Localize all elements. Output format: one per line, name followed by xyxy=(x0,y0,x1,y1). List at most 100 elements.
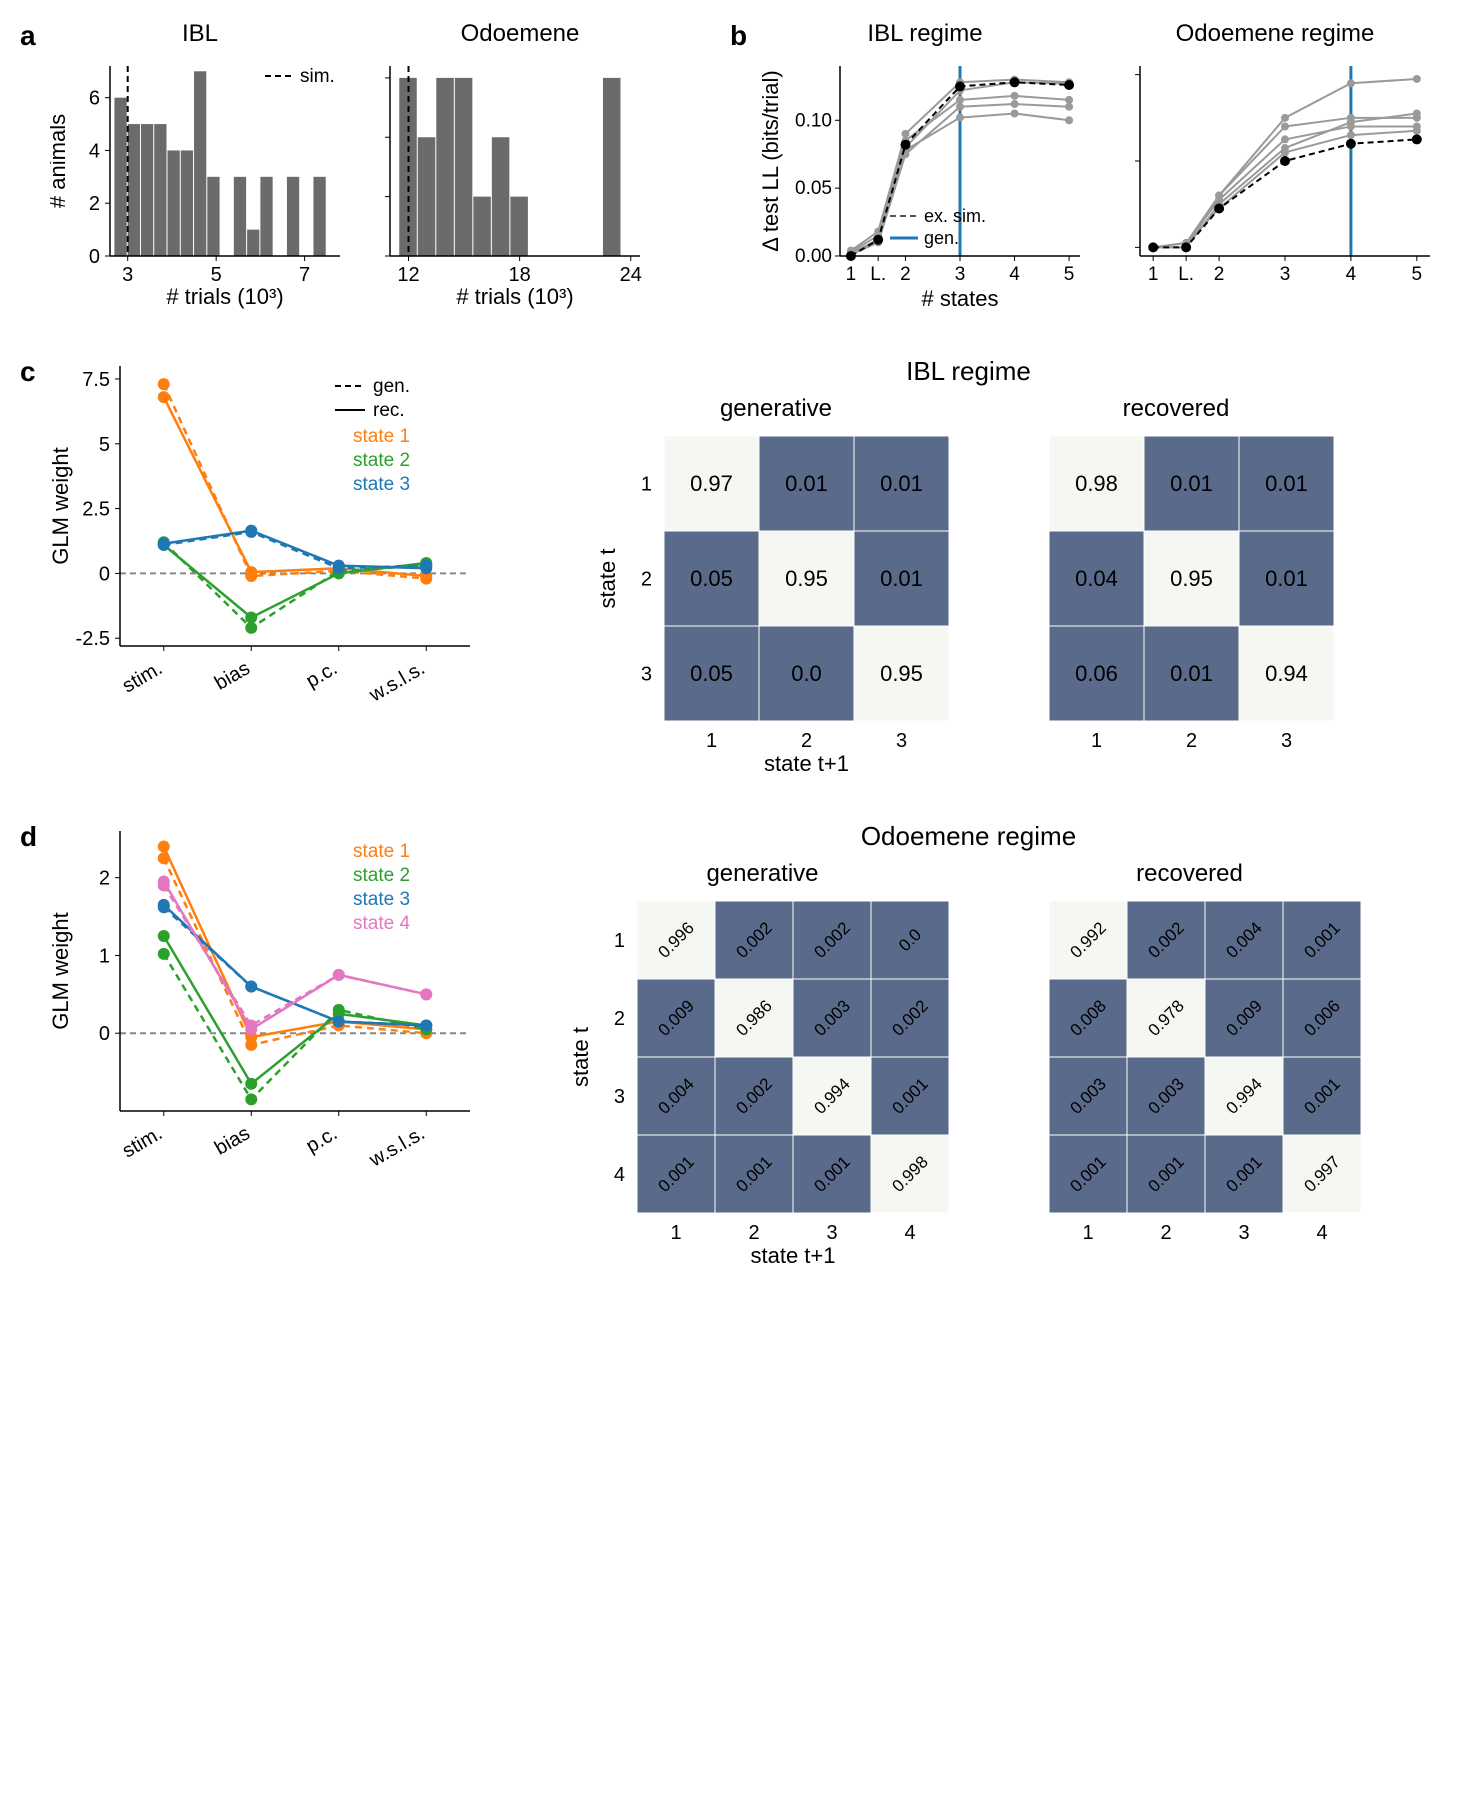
hm-rec-title: recovered xyxy=(1014,395,1339,423)
panel-label-d: d xyxy=(20,821,37,852)
svg-text:stim.: stim. xyxy=(119,1122,167,1162)
svg-text:4: 4 xyxy=(89,140,100,162)
svg-text:-2.5: -2.5 xyxy=(76,628,110,650)
svg-text:2: 2 xyxy=(800,730,811,752)
row-ab: a IBL 3570246# animals# trials (10³)sim.… xyxy=(20,20,1457,316)
svg-text:# animals: # animals xyxy=(50,114,70,208)
svg-text:0.01: 0.01 xyxy=(1170,471,1213,496)
svg-text:0.97: 0.97 xyxy=(690,471,733,496)
panel-b-ibl: IBL regime 1L.23450.000.050.10Δ test LL … xyxy=(760,20,1090,316)
svg-text:gen.: gen. xyxy=(924,228,959,248)
svg-text:0.94: 0.94 xyxy=(1265,661,1308,686)
svg-text:state t: state t xyxy=(599,549,620,609)
svg-text:0.06: 0.06 xyxy=(1075,661,1118,686)
svg-text:w.s.l.s.: w.s.l.s. xyxy=(365,657,429,707)
panel-label-c: c xyxy=(20,356,36,387)
svg-text:GLM weight: GLM weight xyxy=(50,447,73,564)
svg-text:2: 2 xyxy=(613,1008,624,1030)
svg-text:2: 2 xyxy=(89,193,100,215)
panel-b-odo: Odoemene regime 1 L. 2 3 4 5 xyxy=(1110,20,1440,316)
svg-text:3: 3 xyxy=(613,1086,624,1108)
panel-label-b: b xyxy=(730,20,747,51)
svg-text:rec.: rec. xyxy=(373,400,405,421)
svg-text:0: 0 xyxy=(89,246,100,268)
svg-text:1: 1 xyxy=(670,1222,681,1244)
svg-text:w.s.l.s.: w.s.l.s. xyxy=(365,1122,429,1172)
svg-text:p.c.: p.c. xyxy=(302,1122,341,1157)
svg-text:sim.: sim. xyxy=(300,66,335,87)
svg-text:2: 2 xyxy=(900,264,911,285)
title-odo-a: Odoemene xyxy=(370,20,670,48)
svg-text:state 3: state 3 xyxy=(353,889,410,910)
svg-text:state 4: state 4 xyxy=(353,913,410,934)
svg-text:0.95: 0.95 xyxy=(785,566,828,591)
svg-text:0.10: 0.10 xyxy=(795,110,832,131)
svg-text:2.5: 2.5 xyxy=(82,499,110,521)
svg-text:bias: bias xyxy=(211,1122,254,1159)
svg-text:3: 3 xyxy=(1280,264,1291,285)
svg-text:gen.: gen. xyxy=(373,376,410,397)
svg-text:2: 2 xyxy=(1185,730,1196,752)
svg-text:3: 3 xyxy=(640,664,651,686)
svg-text:state 1: state 1 xyxy=(353,426,410,447)
hm-gen-title: generative xyxy=(599,395,954,423)
svg-text:2: 2 xyxy=(748,1222,759,1244)
svg-text:state 1: state 1 xyxy=(353,841,410,862)
svg-text:1: 1 xyxy=(1082,1222,1093,1244)
svg-text:state 3: state 3 xyxy=(353,474,410,495)
svg-text:0.98: 0.98 xyxy=(1075,471,1118,496)
svg-text:3: 3 xyxy=(895,730,906,752)
title-ibl-b: IBL regime xyxy=(760,20,1090,48)
svg-text:2: 2 xyxy=(640,569,651,591)
svg-text:3: 3 xyxy=(955,264,966,285)
svg-text:5: 5 xyxy=(1064,264,1075,285)
svg-text:5: 5 xyxy=(1412,264,1423,285)
svg-text:18: 18 xyxy=(509,264,531,286)
svg-text:0.95: 0.95 xyxy=(1170,566,1213,591)
svg-text:4: 4 xyxy=(1346,264,1357,285)
svg-text:0.01: 0.01 xyxy=(880,471,923,496)
svg-text:state t+1: state t+1 xyxy=(763,751,848,776)
svg-text:1: 1 xyxy=(640,474,651,496)
svg-text:2: 2 xyxy=(1214,264,1225,285)
svg-text:1: 1 xyxy=(1148,264,1159,285)
svg-text:24: 24 xyxy=(620,264,642,286)
svg-text:7.5: 7.5 xyxy=(82,369,110,391)
svg-text:4: 4 xyxy=(1316,1222,1327,1244)
svg-text:state 2: state 2 xyxy=(353,865,410,886)
panel-d-hm-gen: generative 0.9960.0020.0020.00.0090.9860… xyxy=(572,860,954,1273)
svg-text:# trials (10³): # trials (10³) xyxy=(166,284,283,309)
hm-rec-title-d: recovered xyxy=(1014,860,1366,888)
svg-text:1: 1 xyxy=(705,730,716,752)
svg-text:0.01: 0.01 xyxy=(880,566,923,591)
svg-text:0: 0 xyxy=(99,563,110,585)
svg-text:3: 3 xyxy=(1238,1222,1249,1244)
svg-text:GLM weight: GLM weight xyxy=(50,912,73,1029)
svg-text:1: 1 xyxy=(1090,730,1101,752)
panel-c-weights: -2.502.557.5stim.biasp.c.w.s.l.s.GLM wei… xyxy=(50,356,480,781)
svg-text:Δ test LL (bits/trial): Δ test LL (bits/trial) xyxy=(760,70,783,251)
panel-a-odo: Odoemene 121824# trials (10³) xyxy=(370,20,670,316)
svg-text:1: 1 xyxy=(846,264,857,285)
svg-text:p.c.: p.c. xyxy=(302,657,341,692)
svg-text:7: 7 xyxy=(299,264,310,286)
svg-text:0.04: 0.04 xyxy=(1075,566,1118,591)
svg-text:L.: L. xyxy=(1178,264,1194,285)
svg-text:6: 6 xyxy=(89,88,100,110)
svg-text:2: 2 xyxy=(99,868,110,890)
title-odo-b: Odoemene regime xyxy=(1110,20,1440,48)
panel-label-a: a xyxy=(20,20,36,51)
svg-text:# trials (10³): # trials (10³) xyxy=(456,284,573,309)
svg-text:0.01: 0.01 xyxy=(1170,661,1213,686)
svg-text:L.: L. xyxy=(870,264,886,285)
svg-text:0.00: 0.00 xyxy=(795,246,832,267)
row-d: d 012stim.biasp.c.w.s.l.s.GLM weightstat… xyxy=(20,821,1457,1273)
svg-text:stim.: stim. xyxy=(119,657,167,697)
title-ibl-a: IBL xyxy=(50,20,350,48)
svg-text:4: 4 xyxy=(904,1222,915,1244)
svg-text:state t+1: state t+1 xyxy=(750,1243,835,1268)
svg-text:# states: # states xyxy=(921,286,998,311)
svg-text:0.01: 0.01 xyxy=(1265,471,1308,496)
svg-text:0.95: 0.95 xyxy=(880,661,923,686)
panel-d-hm-rec: recovered 0.9920.0020.0040.0010.0080.978… xyxy=(1014,860,1366,1273)
